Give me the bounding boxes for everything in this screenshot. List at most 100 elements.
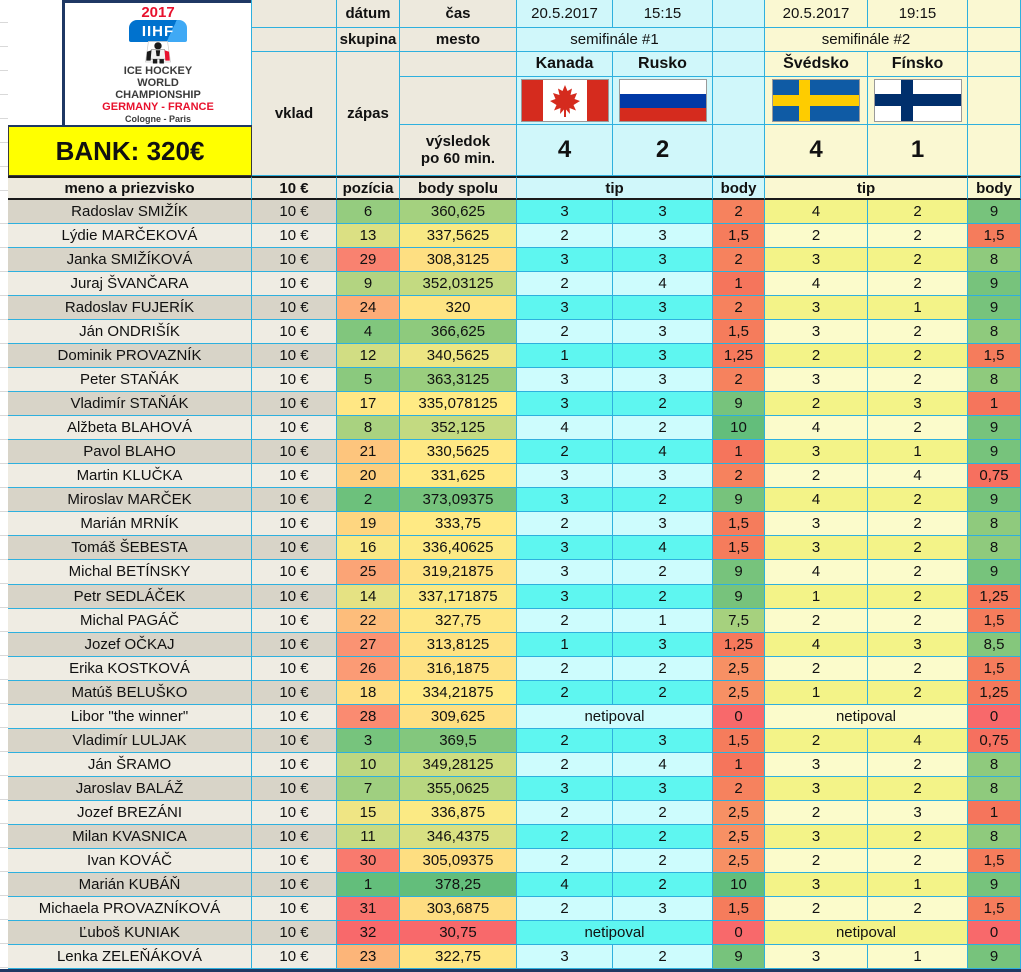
total-points-cell[interactable]: 305,09375 bbox=[400, 848, 517, 873]
match1-away-score[interactable]: 2 bbox=[613, 125, 713, 176]
stake-cell[interactable]: 10 € bbox=[252, 440, 337, 465]
body-cell-match2[interactable]: 9 bbox=[968, 200, 1021, 225]
position-cell[interactable]: 2 bbox=[337, 488, 400, 513]
player-name-cell[interactable]: Michal PAGÁČ bbox=[8, 608, 252, 633]
total-points-cell[interactable]: 349,28125 bbox=[400, 752, 517, 777]
total-points-cell[interactable]: 360,625 bbox=[400, 200, 517, 225]
player-name-cell[interactable]: Miroslav MARČEK bbox=[8, 488, 252, 513]
stake-cell[interactable]: 10 € bbox=[252, 224, 337, 249]
stake-cell[interactable]: 10 € bbox=[252, 584, 337, 609]
tip-home-cell-match1[interactable]: 3 bbox=[517, 368, 613, 393]
tip-away-cell-match1[interactable]: 2 bbox=[613, 488, 713, 513]
tip-away-cell-match2[interactable]: 2 bbox=[868, 656, 968, 681]
body-cell-match2[interactable]: 8 bbox=[968, 320, 1021, 345]
tip-away-cell-match2[interactable]: 2 bbox=[868, 776, 968, 801]
player-name-cell[interactable]: Ján ŠRAMO bbox=[8, 752, 252, 777]
tip-home-cell-match2[interactable]: 3 bbox=[765, 320, 868, 345]
tip-home-cell-match2[interactable]: 2 bbox=[765, 656, 868, 681]
tip-away-cell-match1[interactable]: 2 bbox=[613, 848, 713, 873]
body-cell-match1[interactable]: 2 bbox=[713, 368, 765, 393]
tip-home-cell-match2[interactable]: 2 bbox=[765, 896, 868, 921]
body-cell-match2[interactable]: 8 bbox=[968, 368, 1021, 393]
no-tip-cell-match2[interactable]: netipoval bbox=[765, 920, 968, 945]
body-cell-match2[interactable]: 1,5 bbox=[968, 848, 1021, 873]
tip-away-cell-match1[interactable]: 3 bbox=[613, 776, 713, 801]
position-cell[interactable]: 19 bbox=[337, 512, 400, 537]
tip-home-cell-match1[interactable]: 2 bbox=[517, 800, 613, 825]
body-cell-match2[interactable]: 1,5 bbox=[968, 344, 1021, 369]
tip-away-cell-match2[interactable]: 2 bbox=[868, 416, 968, 441]
no-tip-cell-match1[interactable]: netipoval bbox=[517, 920, 713, 945]
stake-cell[interactable]: 10 € bbox=[252, 200, 337, 225]
total-points-cell[interactable]: 369,5 bbox=[400, 728, 517, 753]
tip-away-cell-match1[interactable]: 3 bbox=[613, 632, 713, 657]
total-points-cell[interactable]: 313,8125 bbox=[400, 632, 517, 657]
tip-away-cell-match2[interactable]: 2 bbox=[868, 752, 968, 777]
body-cell-match2[interactable]: 1 bbox=[968, 392, 1021, 417]
match2-time-cell[interactable]: 19:15 bbox=[868, 0, 968, 28]
tip-home-cell-match1[interactable]: 4 bbox=[517, 416, 613, 441]
tip-away-cell-match1[interactable]: 3 bbox=[613, 296, 713, 321]
tip-home-cell-match2[interactable]: 2 bbox=[765, 848, 868, 873]
tip-away-cell-match2[interactable]: 2 bbox=[868, 248, 968, 273]
tip-home-cell-match1[interactable]: 1 bbox=[517, 344, 613, 369]
position-cell[interactable]: 14 bbox=[337, 584, 400, 609]
body-cell-match2[interactable]: 1 bbox=[968, 800, 1021, 825]
player-name-cell[interactable]: Milan KVASNICA bbox=[8, 824, 252, 849]
position-cell[interactable]: 28 bbox=[337, 704, 400, 729]
position-cell[interactable]: 27 bbox=[337, 632, 400, 657]
stake-cell[interactable]: 10 € bbox=[252, 872, 337, 897]
tip-away-cell-match1[interactable]: 4 bbox=[613, 752, 713, 777]
body-cell-match2[interactable]: 1,5 bbox=[968, 656, 1021, 681]
tip-home-cell-match2[interactable]: 3 bbox=[765, 536, 868, 561]
stake-cell[interactable]: 10 € bbox=[252, 560, 337, 585]
body-cell-match2[interactable]: 1,5 bbox=[968, 896, 1021, 921]
position-cell[interactable]: 7 bbox=[337, 776, 400, 801]
player-name-cell[interactable]: Janka SMIŽÍKOVÁ bbox=[8, 248, 252, 273]
body-cell-match2[interactable]: 9 bbox=[968, 944, 1021, 969]
player-name-cell[interactable]: Dominik PROVAZNÍK bbox=[8, 344, 252, 369]
body-cell-match1[interactable]: 2,5 bbox=[713, 848, 765, 873]
player-name-cell[interactable]: Marián KUBÁŇ bbox=[8, 872, 252, 897]
body-cell-match1[interactable]: 2,5 bbox=[713, 680, 765, 705]
body-cell-match1[interactable]: 9 bbox=[713, 488, 765, 513]
tip-away-cell-match1[interactable]: 3 bbox=[613, 896, 713, 921]
body-cell-match2[interactable]: 8 bbox=[968, 824, 1021, 849]
match1-home-score[interactable]: 4 bbox=[517, 125, 613, 176]
total-points-cell[interactable]: 373,09375 bbox=[400, 488, 517, 513]
stake-cell[interactable]: 10 € bbox=[252, 704, 337, 729]
stake-cell[interactable]: 10 € bbox=[252, 824, 337, 849]
tip-away-cell-match1[interactable]: 3 bbox=[613, 320, 713, 345]
player-name-cell[interactable]: Peter STAŇÁK bbox=[8, 368, 252, 393]
player-name-cell[interactable]: Radoslav FUJERÍK bbox=[8, 296, 252, 321]
position-cell[interactable]: 31 bbox=[337, 896, 400, 921]
tip-home-cell-match2[interactable]: 2 bbox=[765, 464, 868, 489]
tip-home-cell-match1[interactable]: 2 bbox=[517, 440, 613, 465]
tip-home-cell-match2[interactable]: 3 bbox=[765, 368, 868, 393]
tip-away-cell-match2[interactable]: 2 bbox=[868, 488, 968, 513]
tip-home-cell-match2[interactable]: 3 bbox=[765, 944, 868, 969]
tip-away-cell-match1[interactable]: 3 bbox=[613, 368, 713, 393]
tip-away-cell-match1[interactable]: 2 bbox=[613, 656, 713, 681]
tip-home-cell-match1[interactable]: 3 bbox=[517, 488, 613, 513]
tip-home-cell-match2[interactable]: 1 bbox=[765, 584, 868, 609]
tip-home-cell-match2[interactable]: 4 bbox=[765, 488, 868, 513]
body-cell-match2[interactable]: 9 bbox=[968, 488, 1021, 513]
body-cell-match2[interactable]: 0 bbox=[968, 920, 1021, 945]
player-name-cell[interactable]: Jaroslav BALÁŽ bbox=[8, 776, 252, 801]
tip-away-cell-match1[interactable]: 3 bbox=[613, 248, 713, 273]
tip-away-cell-match2[interactable]: 2 bbox=[868, 896, 968, 921]
total-points-cell[interactable]: 320 bbox=[400, 296, 517, 321]
tip-away-cell-match2[interactable]: 2 bbox=[868, 536, 968, 561]
stake-cell[interactable]: 10 € bbox=[252, 512, 337, 537]
body-cell-match1[interactable]: 1,5 bbox=[713, 536, 765, 561]
body-cell-match1[interactable]: 9 bbox=[713, 560, 765, 585]
tip-home-cell-match1[interactable]: 2 bbox=[517, 824, 613, 849]
tip-away-cell-match2[interactable]: 2 bbox=[868, 224, 968, 249]
match2-away-score[interactable]: 1 bbox=[868, 125, 968, 176]
position-cell[interactable]: 29 bbox=[337, 248, 400, 273]
total-points-cell[interactable]: 352,125 bbox=[400, 416, 517, 441]
no-tip-cell-match2[interactable]: netipoval bbox=[765, 704, 968, 729]
tip-home-cell-match2[interactable]: 2 bbox=[765, 392, 868, 417]
body-cell-match2[interactable]: 8 bbox=[968, 512, 1021, 537]
